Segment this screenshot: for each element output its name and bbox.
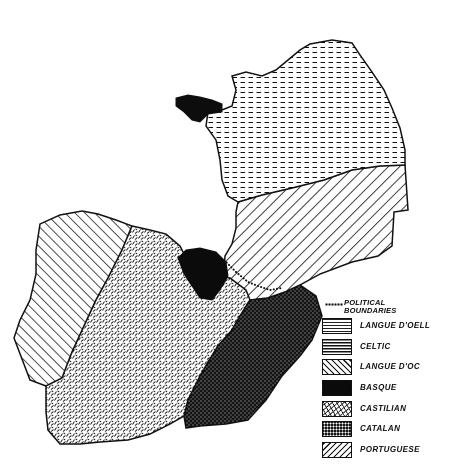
legend-label: CATALAN (360, 424, 401, 433)
boundaries-line1: POLITICAL (344, 298, 386, 307)
legend-label: CELTIC (360, 342, 391, 351)
swatch-celtic (322, 339, 352, 355)
political-boundary (213, 251, 283, 292)
swatch-portuguese (322, 442, 352, 458)
boundaries-line2: BOUNDARIES (344, 306, 397, 315)
swatch-castilian (322, 401, 352, 417)
legend-item-langue-doc: LANGUE D'OC (322, 359, 444, 375)
legend-label: LANGUE D'OC (360, 362, 421, 371)
swatch-langue-doeil (322, 318, 352, 334)
legend-item-catalan: CATALAN (322, 421, 444, 437)
political-boundaries-label: POLITICAL BOUNDARIES (344, 299, 434, 315)
legend-item-portuguese: PORTUGUESE (322, 442, 444, 458)
legend-label: PORTUGUESE (360, 445, 420, 454)
region-langue-doeil (205, 39, 406, 203)
swatch-langue-doc (322, 359, 352, 375)
region-catalan (183, 284, 323, 429)
swatch-catalan (322, 421, 352, 437)
legend-label: CASTILIAN (360, 404, 407, 413)
swatch-basque (322, 380, 352, 396)
legend-item-basque: BASQUE (322, 380, 444, 396)
legend-item-langue-doeil: LANGUE D'OELL (322, 318, 444, 334)
legend-label: LANGUE D'OELL (360, 321, 431, 330)
boundary-dots-sample (325, 303, 343, 306)
legend-item-celtic: CELTIC (322, 339, 444, 355)
region-basque (177, 247, 229, 301)
legend-item-castilian: CASTILIAN (322, 401, 444, 417)
legend-label: BASQUE (360, 383, 397, 392)
region-celtic (175, 94, 223, 123)
